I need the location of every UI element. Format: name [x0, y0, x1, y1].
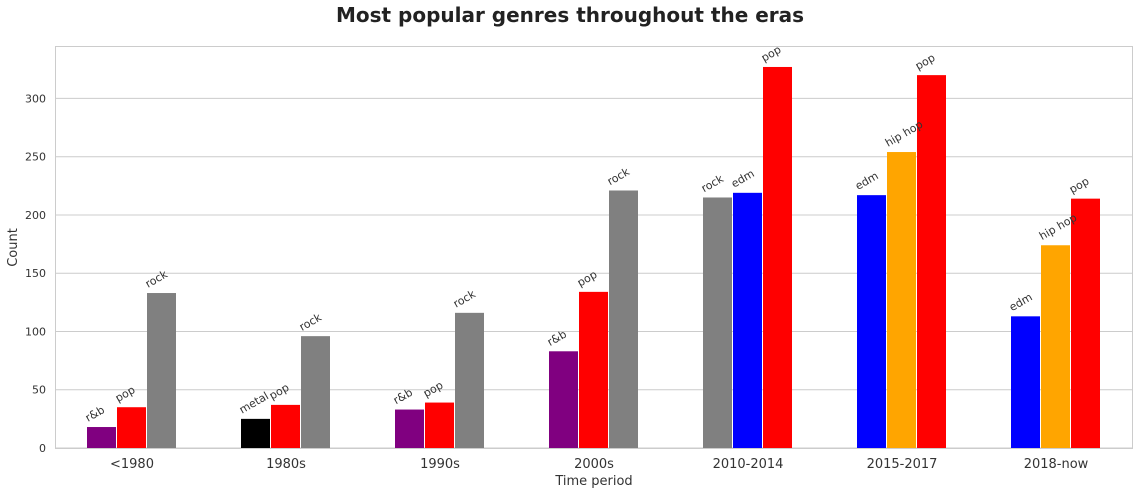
bar	[763, 66, 792, 449]
bar	[857, 195, 886, 448]
bar	[455, 312, 484, 448]
x-axis-label: Time period	[554, 474, 632, 489]
bar-genre-label: rock	[605, 165, 632, 188]
bar-genre-label: pop	[1067, 175, 1091, 197]
bar	[1041, 245, 1070, 448]
bar	[549, 351, 578, 448]
x-tick-label: 2000s	[574, 457, 614, 472]
x-tick-label: 2010-2014	[713, 457, 784, 472]
bars	[87, 66, 1100, 449]
bar-genre-label: rock	[699, 172, 726, 195]
x-tick-label: 2015-2017	[867, 457, 938, 472]
bar-genre-label: rock	[297, 310, 324, 333]
y-tick-labels: 0 50 100 150 200 250 300	[25, 92, 46, 455]
x-tick-label: <1980	[110, 457, 154, 472]
y-tick-label: 100	[25, 325, 46, 338]
bar	[703, 197, 732, 448]
bar	[1071, 198, 1100, 448]
bar	[395, 409, 424, 448]
bar-genre-label: r&b	[391, 386, 415, 407]
x-tick-label: 1980s	[266, 457, 306, 472]
y-tick-label: 50	[32, 384, 46, 397]
chart-title: Most popular genres throughout the eras	[336, 3, 804, 27]
bar-genre-label: r&b	[545, 328, 569, 349]
bar	[917, 75, 946, 448]
bar-genre-label: r&b	[83, 403, 107, 424]
bar-genre-label: edm	[729, 167, 757, 190]
bar-genre-label: pop	[913, 51, 937, 73]
bar-genre-label: pop	[421, 379, 445, 401]
x-tick-labels: <1980 1980s 1990s 2000s 2010-2014 2015-2017 20…	[110, 457, 1089, 472]
bar	[733, 192, 762, 448]
y-axis-label: Count	[6, 228, 21, 267]
bar	[87, 427, 116, 448]
bar	[425, 402, 454, 448]
bar	[1011, 316, 1040, 448]
bar	[271, 404, 300, 448]
bar	[579, 291, 608, 448]
bar	[241, 418, 270, 448]
bar-genre-label: rock	[143, 267, 170, 290]
plot-frame	[55, 46, 1133, 449]
bar-genre-label: pop	[113, 383, 137, 405]
x-tick-label: 2018-now	[1024, 457, 1089, 472]
y-tick-label: 0	[39, 442, 46, 455]
bar-genre-label: pop	[575, 268, 599, 290]
bar-genre-label: pop	[267, 381, 291, 403]
bar-genre-label: edm	[853, 169, 881, 192]
bar	[117, 407, 146, 448]
bar-genre-label: metal	[237, 389, 271, 416]
x-tick-label: 1990s	[420, 457, 460, 472]
bar-genre-label: rock	[451, 287, 478, 310]
bar	[301, 336, 330, 448]
y-tick-label: 250	[25, 151, 46, 164]
bar-genre-label: edm	[1007, 290, 1035, 313]
bar	[147, 293, 176, 448]
y-tick-label: 200	[25, 209, 46, 222]
y-tick-label: 150	[25, 267, 46, 280]
bar	[609, 190, 638, 449]
y-tick-label: 300	[25, 92, 46, 105]
bar	[887, 152, 916, 448]
